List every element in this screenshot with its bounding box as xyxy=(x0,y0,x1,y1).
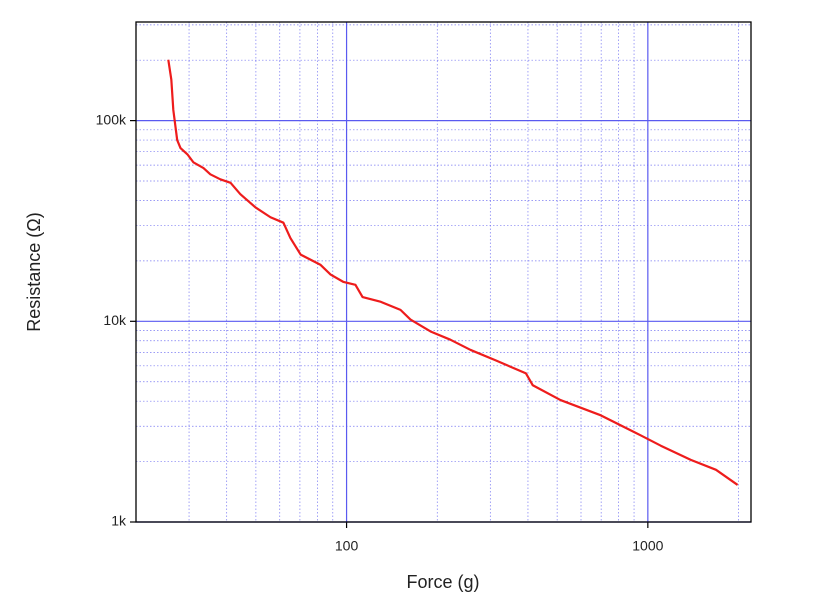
plot-frame xyxy=(135,21,752,523)
x-tick-label: 100 xyxy=(335,538,359,554)
y-tick-label: 100k xyxy=(96,111,127,127)
data-line xyxy=(167,59,739,486)
y-tick-label: 1k xyxy=(111,513,127,529)
x-axis-title: Force (g) xyxy=(406,572,479,592)
x-tick-label: 1000 xyxy=(632,538,663,554)
y-axis-title: Resistance (Ω) xyxy=(24,212,44,332)
y-tick-label: 10k xyxy=(103,312,127,328)
